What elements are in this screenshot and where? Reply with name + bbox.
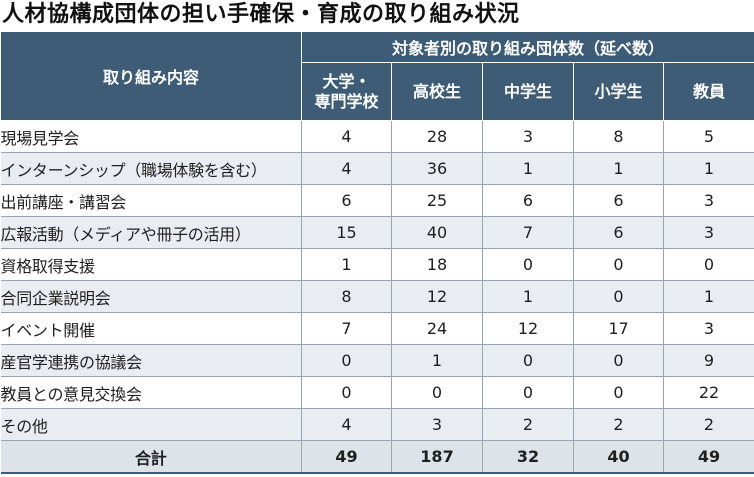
cell-value: 8 xyxy=(573,120,664,153)
table-row: インターンシップ（職場体験を含む） 4 36 1 1 1 xyxy=(0,152,754,185)
cell-value: 0 xyxy=(482,248,574,281)
total-value: 49 xyxy=(301,440,392,474)
table-body: 現場見学会 4 28 3 8 5 インターンシップ（職場体験を含む） 4 36 … xyxy=(0,120,754,474)
column-header-teachers: 教員 xyxy=(662,62,754,121)
cell-value: 6 xyxy=(573,184,664,217)
row-label: 出前講座・講習会 xyxy=(0,184,302,217)
page-title: 人材協構成団体の担い手確保・育成の取り組み状況 xyxy=(2,2,520,27)
cell-value: 0 xyxy=(482,376,574,409)
cell-value: 2 xyxy=(573,408,664,441)
cell-value: 40 xyxy=(391,216,483,249)
cell-value: 18 xyxy=(391,248,483,281)
table-row: その他 4 3 2 2 2 xyxy=(0,408,754,441)
table-row: 資格取得支援 1 18 0 0 0 xyxy=(0,248,754,281)
cell-value: 0 xyxy=(573,280,664,313)
total-value: 40 xyxy=(573,440,664,474)
cell-value: 36 xyxy=(391,152,483,185)
cell-value: 0 xyxy=(663,248,754,281)
row-label: 現場見学会 xyxy=(0,120,302,153)
cell-value: 5 xyxy=(663,120,754,153)
table-row: 現場見学会 4 28 3 8 5 xyxy=(0,120,754,153)
cell-value: 1 xyxy=(573,152,664,185)
cell-value: 3 xyxy=(391,408,483,441)
table-row: 産官学連携の協議会 0 1 0 0 9 xyxy=(0,344,754,377)
column-header-university: 大学・ 専門学校 xyxy=(301,62,392,121)
cell-value: 9 xyxy=(663,344,754,377)
total-value: 32 xyxy=(482,440,574,474)
cell-value: 1 xyxy=(391,344,483,377)
row-label: 広報活動（メディアや冊子の活用） xyxy=(0,216,302,249)
cell-value: 0 xyxy=(573,376,664,409)
cell-value: 3 xyxy=(482,120,574,153)
cell-value: 2 xyxy=(482,408,574,441)
cell-value: 1 xyxy=(482,280,574,313)
column-header-high-school: 高校生 xyxy=(391,62,483,121)
cell-value: 6 xyxy=(482,184,574,217)
cell-value: 0 xyxy=(573,344,664,377)
row-label: その他 xyxy=(0,408,302,441)
cell-value: 0 xyxy=(482,344,574,377)
cell-value: 4 xyxy=(301,120,392,153)
cell-value: 0 xyxy=(391,376,483,409)
cell-value: 6 xyxy=(301,184,392,217)
initiatives-table: 取り組み内容 対象者別の取り組み団体数（延べ数） 大学・ 専門学校 高校生 中学… xyxy=(0,31,754,474)
cell-value: 4 xyxy=(301,152,392,185)
cell-value: 3 xyxy=(663,216,754,249)
column-header-elementary: 小学生 xyxy=(573,62,664,121)
cell-value: 1 xyxy=(301,248,392,281)
table-row: 広報活動（メディアや冊子の活用） 15 40 7 6 3 xyxy=(0,216,754,249)
total-row: 合計 49 187 32 40 49 xyxy=(0,440,754,474)
cell-value: 12 xyxy=(391,280,483,313)
total-value: 187 xyxy=(391,440,483,474)
cell-value: 3 xyxy=(663,184,754,217)
cell-value: 15 xyxy=(301,216,392,249)
cell-value: 1 xyxy=(663,152,754,185)
table-row: 教員との意見交換会 0 0 0 0 22 xyxy=(0,376,754,409)
row-label: インターンシップ（職場体験を含む） xyxy=(0,152,302,185)
column-group-header: 対象者別の取り組み団体数（延べ数） xyxy=(300,31,754,63)
cell-value: 6 xyxy=(573,216,664,249)
header-row-columns: 大学・ 専門学校 高校生 中学生 小学生 教員 xyxy=(1,62,754,121)
cell-value: 12 xyxy=(482,312,574,345)
cell-value: 3 xyxy=(663,312,754,345)
total-label: 合計 xyxy=(0,440,302,474)
table-row: イベント開催 7 24 12 17 3 xyxy=(0,312,754,345)
row-label: 資格取得支援 xyxy=(0,248,302,281)
row-label: 産官学連携の協議会 xyxy=(0,344,302,377)
row-label: 教員との意見交換会 xyxy=(0,376,302,409)
cell-value: 1 xyxy=(482,152,574,185)
cell-value: 0 xyxy=(573,248,664,281)
table-row: 合同企業説明会 8 12 1 0 1 xyxy=(0,280,754,313)
total-value: 49 xyxy=(663,440,754,474)
cell-value: 2 xyxy=(663,408,754,441)
column-header-item: 取り組み内容 xyxy=(0,31,302,121)
cell-value: 8 xyxy=(301,280,392,313)
cell-value: 7 xyxy=(301,312,392,345)
table-row: 出前講座・講習会 6 25 6 6 3 xyxy=(0,184,754,217)
cell-value: 25 xyxy=(391,184,483,217)
cell-value: 4 xyxy=(301,408,392,441)
cell-value: 22 xyxy=(663,376,754,409)
cell-value: 28 xyxy=(391,120,483,153)
cell-value: 1 xyxy=(663,280,754,313)
row-label: イベント開催 xyxy=(0,312,302,345)
header-row-group: 取り組み内容 対象者別の取り組み団体数（延べ数） xyxy=(0,31,754,121)
cell-value: 7 xyxy=(482,216,574,249)
column-header-university-label: 大学・ 専門学校 xyxy=(314,71,379,111)
column-header-junior-high: 中学生 xyxy=(482,62,574,121)
cell-value: 17 xyxy=(573,312,664,345)
cell-value: 0 xyxy=(301,344,392,377)
row-label: 合同企業説明会 xyxy=(0,280,302,313)
cell-value: 0 xyxy=(301,376,392,409)
cell-value: 24 xyxy=(391,312,483,345)
